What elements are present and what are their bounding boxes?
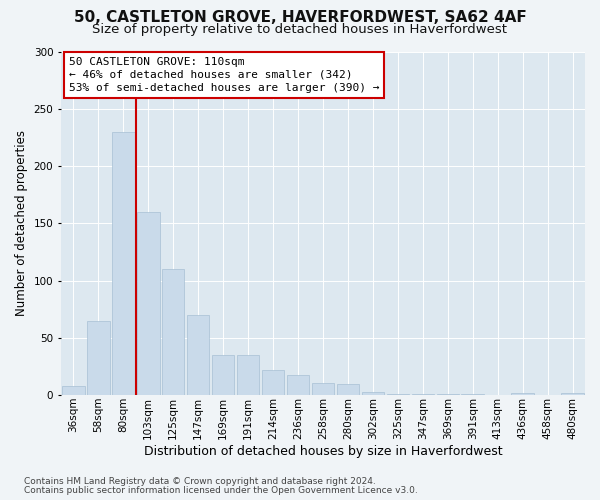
Bar bbox=[437, 394, 459, 396]
Text: Size of property relative to detached houses in Haverfordwest: Size of property relative to detached ho… bbox=[92, 22, 508, 36]
Bar bbox=[412, 394, 434, 396]
Bar bbox=[112, 132, 134, 396]
Bar bbox=[62, 386, 85, 396]
Bar bbox=[212, 356, 235, 396]
Bar bbox=[312, 383, 334, 396]
Bar bbox=[87, 321, 110, 396]
Bar bbox=[162, 270, 184, 396]
Bar bbox=[561, 393, 584, 396]
Text: 50 CASTLETON GROVE: 110sqm
← 46% of detached houses are smaller (342)
53% of sem: 50 CASTLETON GROVE: 110sqm ← 46% of deta… bbox=[69, 56, 379, 93]
Bar bbox=[262, 370, 284, 396]
Text: Contains public sector information licensed under the Open Government Licence v3: Contains public sector information licen… bbox=[24, 486, 418, 495]
Bar bbox=[461, 394, 484, 396]
Bar bbox=[337, 384, 359, 396]
Bar bbox=[362, 392, 384, 396]
Bar bbox=[511, 393, 534, 396]
Bar bbox=[187, 315, 209, 396]
Text: Contains HM Land Registry data © Crown copyright and database right 2024.: Contains HM Land Registry data © Crown c… bbox=[24, 477, 376, 486]
Bar bbox=[287, 375, 309, 396]
Text: 50, CASTLETON GROVE, HAVERFORDWEST, SA62 4AF: 50, CASTLETON GROVE, HAVERFORDWEST, SA62… bbox=[74, 10, 526, 25]
Bar bbox=[237, 356, 259, 396]
X-axis label: Distribution of detached houses by size in Haverfordwest: Distribution of detached houses by size … bbox=[143, 444, 502, 458]
Bar bbox=[137, 212, 160, 396]
Bar bbox=[386, 394, 409, 396]
Y-axis label: Number of detached properties: Number of detached properties bbox=[15, 130, 28, 316]
